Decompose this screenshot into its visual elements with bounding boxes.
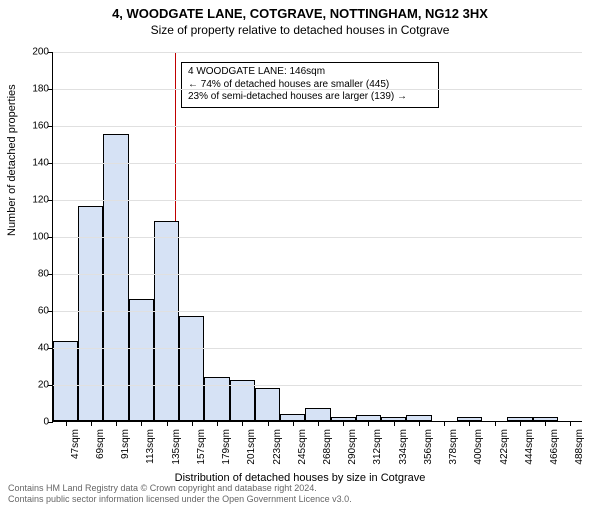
- x-tick-label: 422sqm: [499, 429, 510, 465]
- y-tick-label: 60: [19, 306, 49, 317]
- x-tick-mark: [394, 421, 395, 426]
- grid-line: [53, 237, 582, 238]
- x-tick-label: 69sqm: [95, 429, 106, 459]
- x-tick-mark: [217, 421, 218, 426]
- y-tick-label: 120: [19, 195, 49, 206]
- x-tick-mark: [419, 421, 420, 426]
- y-tick-label: 180: [19, 84, 49, 95]
- histogram-bar: [280, 414, 305, 421]
- histogram-bar: [103, 134, 128, 421]
- x-tick-mark: [368, 421, 369, 426]
- x-tick-label: 245sqm: [297, 429, 308, 465]
- grid-line: [53, 89, 582, 90]
- histogram-bar: [255, 388, 280, 421]
- y-tick-label: 0: [19, 417, 49, 428]
- footer-attribution: Contains HM Land Registry data © Crown c…: [8, 483, 352, 504]
- x-tick-mark: [444, 421, 445, 426]
- y-tick-label: 20: [19, 380, 49, 391]
- x-tick-mark: [469, 421, 470, 426]
- grid-line: [53, 274, 582, 275]
- x-tick-mark: [192, 421, 193, 426]
- y-tick-label: 200: [19, 47, 49, 58]
- x-tick-label: 400sqm: [473, 429, 484, 465]
- y-tick-label: 160: [19, 121, 49, 132]
- x-tick-mark: [520, 421, 521, 426]
- x-tick-label: 113sqm: [145, 429, 156, 464]
- x-tick-mark: [242, 421, 243, 426]
- histogram-bar: [179, 316, 204, 421]
- x-tick-label: 179sqm: [221, 429, 232, 465]
- x-tick-label: 488sqm: [574, 429, 585, 465]
- y-tick-label: 40: [19, 343, 49, 354]
- histogram-bar: [78, 206, 103, 421]
- x-tick-label: 444sqm: [524, 429, 535, 465]
- grid-line: [53, 163, 582, 164]
- x-tick-mark: [268, 421, 269, 426]
- x-tick-label: 223sqm: [272, 429, 283, 465]
- x-tick-mark: [167, 421, 168, 426]
- histogram-bar: [53, 341, 78, 421]
- histogram-bar: [230, 380, 255, 421]
- x-tick-label: 290sqm: [347, 429, 358, 465]
- grid-line: [53, 126, 582, 127]
- x-tick-label: 201sqm: [246, 429, 257, 465]
- x-tick-label: 268sqm: [322, 429, 333, 465]
- x-tick-mark: [293, 421, 294, 426]
- grid-line: [53, 311, 582, 312]
- grid-line: [53, 200, 582, 201]
- grid-line: [53, 385, 582, 386]
- x-tick-label: 312sqm: [372, 429, 383, 465]
- y-axis-label: Number of detached properties: [6, 84, 18, 236]
- x-tick-mark: [570, 421, 571, 426]
- x-tick-mark: [318, 421, 319, 426]
- grid-line: [53, 348, 582, 349]
- x-tick-mark: [116, 421, 117, 426]
- x-tick-mark: [343, 421, 344, 426]
- x-tick-label: 91sqm: [120, 429, 131, 459]
- histogram-bar: [154, 221, 179, 421]
- x-tick-label: 378sqm: [448, 429, 459, 465]
- plot-area: 4 WOODGATE LANE: 146sqm ← 74% of detache…: [52, 52, 582, 422]
- histogram-bar: [305, 408, 330, 421]
- x-tick-mark: [91, 421, 92, 426]
- x-tick-label: 334sqm: [398, 429, 409, 465]
- x-tick-label: 47sqm: [70, 429, 81, 459]
- page-title: 4, WOODGATE LANE, COTGRAVE, NOTTINGHAM, …: [0, 6, 600, 21]
- x-tick-mark: [545, 421, 546, 426]
- page-subtitle: Size of property relative to detached ho…: [0, 23, 600, 37]
- x-tick-mark: [495, 421, 496, 426]
- x-tick-mark: [66, 421, 67, 426]
- x-tick-label: 135sqm: [171, 429, 182, 465]
- y-tick-label: 140: [19, 158, 49, 169]
- footer-line-2: Contains public sector information licen…: [8, 494, 352, 504]
- x-tick-mark: [141, 421, 142, 426]
- histogram-chart: 4 WOODGATE LANE: 146sqm ← 74% of detache…: [52, 52, 582, 422]
- y-tick-label: 80: [19, 269, 49, 280]
- y-tick-label: 100: [19, 232, 49, 243]
- x-axis-label: Distribution of detached houses by size …: [0, 472, 600, 484]
- footer-line-1: Contains HM Land Registry data © Crown c…: [8, 483, 352, 493]
- histogram-bar: [129, 299, 154, 421]
- x-tick-label: 466sqm: [549, 429, 560, 465]
- grid-line: [53, 52, 582, 53]
- x-tick-label: 356sqm: [423, 429, 434, 465]
- histogram-bar: [204, 377, 229, 421]
- x-tick-label: 157sqm: [196, 429, 207, 465]
